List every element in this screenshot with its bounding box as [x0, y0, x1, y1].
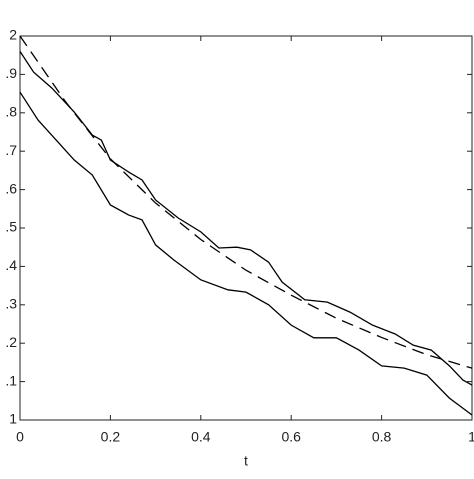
line-series [19, 91, 473, 416]
y-tick-label: .1 [5, 372, 17, 388]
y-tick-label: .8 [5, 104, 17, 120]
plot-frame [19, 35, 473, 421]
x-tick-label: 0.6 [281, 429, 301, 445]
y-tick-label: .5 [5, 219, 17, 235]
y-tick-label: 1 [9, 411, 17, 427]
x-tick-label: 0 [16, 429, 24, 445]
line-series [19, 35, 473, 369]
x-tick-label: 1 [468, 429, 474, 445]
y-tick-label: .4 [5, 257, 17, 273]
x-tick-label: 0.4 [191, 429, 211, 445]
x-tick-label: 0.2 [101, 429, 121, 445]
y-tick-label: 2 [9, 27, 17, 43]
y-tick-label: .7 [5, 142, 17, 158]
y-tick-label: .2 [5, 334, 17, 350]
y-tick-label: .6 [5, 180, 17, 196]
y-tick-label: .3 [5, 296, 17, 312]
line-series [19, 51, 473, 386]
x-tick-label: 0.8 [372, 429, 392, 445]
x-axis-label: t [244, 453, 248, 469]
y-tick-label: .9 [5, 65, 17, 81]
